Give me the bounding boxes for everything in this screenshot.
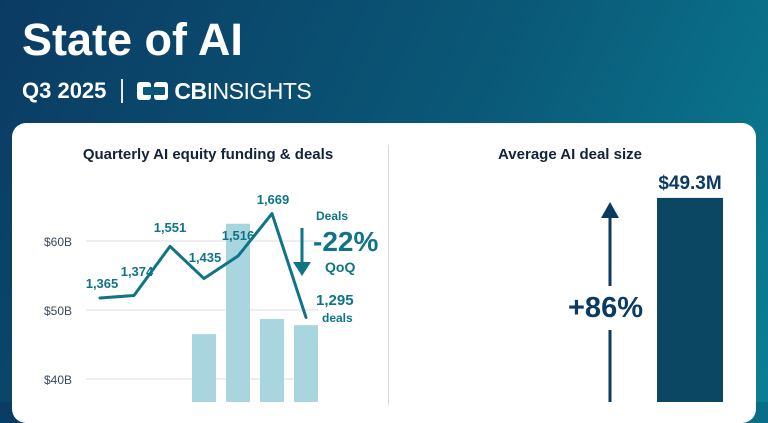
growth-label-backdrop — [564, 286, 656, 330]
deal-size-chart-title: Average AI deal size — [498, 146, 642, 163]
latest-deals-value: 1,295 — [316, 292, 354, 309]
report-period-row: Q3 2025 CB INSIGHTS — [22, 77, 312, 105]
cb-insights-logo-icon — [137, 82, 169, 100]
deals-point-label: 1,365 — [86, 276, 119, 291]
avg-deal-size-value: $49.3M — [658, 173, 722, 194]
deals-line — [98, 212, 308, 319]
funding-bar — [192, 334, 216, 402]
funding-chart-title: Quarterly AI equity funding & deals — [82, 146, 334, 163]
deals-point-label: 1,669 — [257, 192, 290, 207]
funding-bar — [294, 325, 318, 402]
deals-change-percent: -22% — [313, 226, 379, 257]
growth-arrow-icon — [601, 202, 619, 218]
deals-point-label: 1,435 — [189, 250, 222, 265]
y-tick-label: $60B — [44, 235, 72, 249]
report-period: Q3 2025 — [22, 78, 107, 103]
panel-divider — [388, 145, 389, 405]
logo-insights-text: INSIGHTS — [206, 77, 312, 104]
latest-deals-unit: deals — [322, 311, 353, 325]
deals-point-label: 1,374 — [121, 264, 154, 279]
page-title: State of AI — [22, 14, 243, 65]
y-tick-label: $50B — [44, 304, 72, 318]
content-card — [12, 123, 756, 423]
y-tick-label: $40B — [44, 373, 72, 387]
logo-cb-text: CB — [174, 77, 207, 104]
deals-point-label: 1,551 — [154, 220, 187, 235]
avg-deal-size-change: +86% — [568, 292, 643, 324]
avg-deal-size-bar — [657, 197, 723, 402]
funding-bar — [226, 223, 250, 402]
cb-insights-logo: CB INSIGHTS — [137, 77, 312, 105]
decline-arrow-icon — [293, 262, 311, 276]
header-separator — [121, 79, 124, 103]
deals-series-label: Deals — [316, 209, 349, 223]
deals-change-basis: QoQ — [325, 259, 356, 275]
deals-point-label: 1,516 — [222, 228, 255, 243]
funding-bar — [260, 318, 284, 402]
